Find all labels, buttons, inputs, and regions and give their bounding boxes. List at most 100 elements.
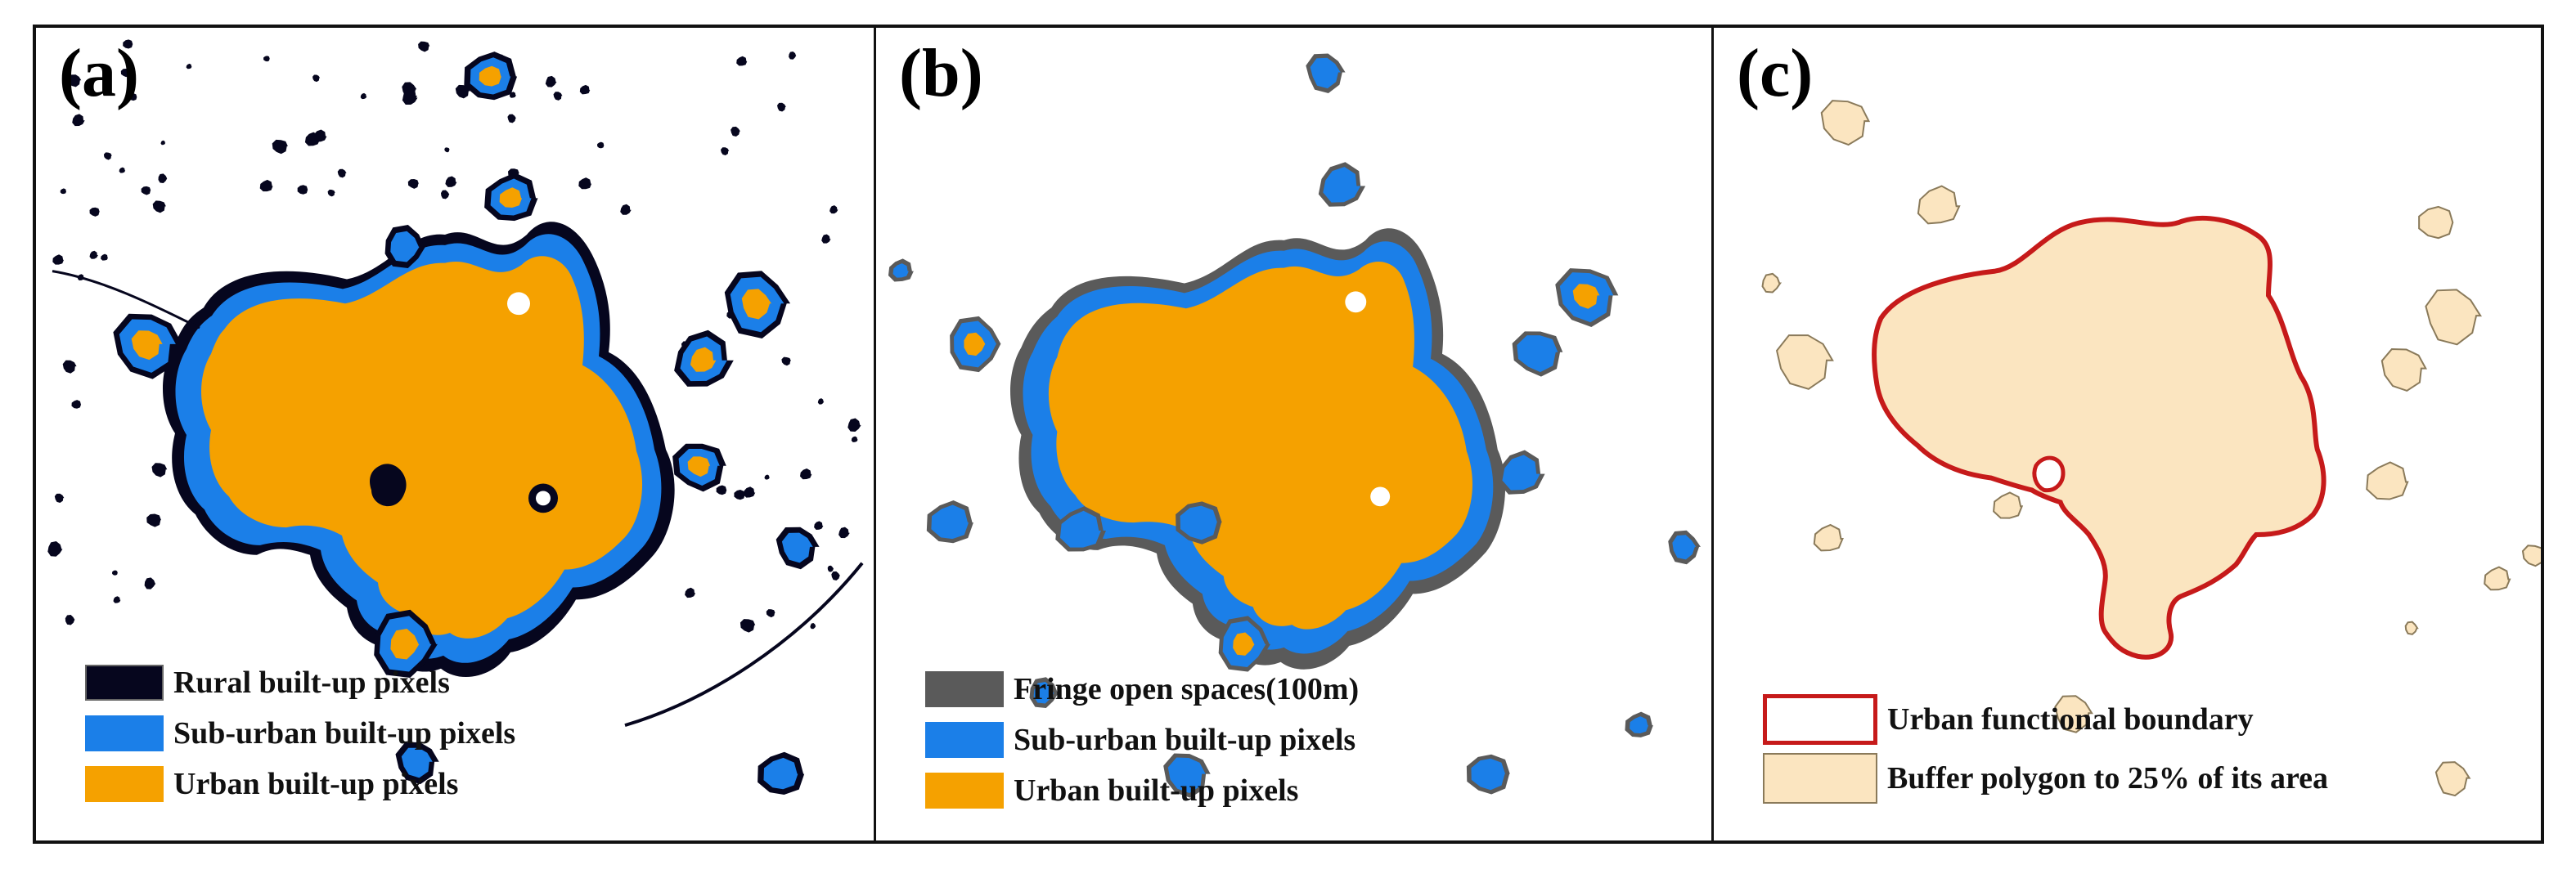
rural-speck (597, 141, 605, 149)
urban-patch (499, 187, 523, 208)
rural-speck (141, 186, 151, 195)
buffer-polygon (2425, 289, 2483, 346)
urban-swatch (925, 773, 1004, 809)
panel-label: (a) (59, 35, 139, 111)
buffer-polygon (1993, 491, 2024, 519)
suburban-patch (1059, 510, 1101, 548)
rural-speck (766, 609, 775, 618)
fringe-patches (888, 53, 1701, 798)
legend-item-suburban: Sub-urban built-up pixels (925, 715, 1359, 765)
buffer-polygon (1761, 272, 1783, 294)
rural-speck (578, 177, 592, 190)
rural-speck (847, 418, 861, 433)
buffer-polygon (2404, 621, 2419, 635)
legend-b: Fringe open spaces(100m) Sub-urban built… (925, 664, 1359, 816)
road-line (52, 270, 200, 329)
buffer-polygon (2418, 205, 2454, 240)
rural-speck (827, 565, 834, 572)
rural-speck (821, 234, 831, 244)
rural-speck (716, 485, 727, 495)
suburban-patch (1310, 57, 1341, 89)
rural-speck (72, 114, 85, 127)
suburban-swatch (925, 722, 1004, 758)
urban-core (1048, 261, 1472, 630)
rural-speck (327, 189, 335, 197)
buffer-polygon (2521, 545, 2541, 567)
rural-speck (740, 619, 756, 633)
urban-patch (741, 289, 771, 320)
rural-speck (360, 92, 367, 100)
rural-speck (402, 88, 417, 102)
map-a (47, 39, 864, 796)
rural-built-up-layer (47, 39, 861, 633)
legend-item-buffer: Buffer polygon to 25% of its area (1763, 749, 2328, 808)
buffer-swatch (1763, 753, 1877, 804)
rural-speck (120, 68, 131, 78)
urban-patch (964, 332, 986, 356)
rural-speck (407, 179, 419, 189)
suburban-patch (390, 231, 420, 262)
rural-speck (263, 56, 270, 62)
legend-label: Urban built-up pixels (1014, 773, 1299, 808)
suburban-patch (1502, 455, 1540, 491)
rural-speck (579, 84, 591, 95)
legend-item-urban: Urban built-up pixels (925, 765, 1359, 816)
legend-item-rural: Rural built-up pixels (85, 657, 515, 708)
rural-speck (731, 126, 740, 137)
buffer-polygon (2484, 566, 2511, 591)
rural-speck (158, 173, 168, 183)
rural-speck (445, 176, 457, 187)
panel-a: (a) Rural built-up pixels Sub-urban buil… (36, 28, 874, 840)
suburban-patch (1180, 505, 1217, 540)
suburban-patch (1672, 535, 1697, 560)
rural-speck (764, 474, 770, 480)
rural-speck (146, 513, 161, 527)
rural-speck (186, 63, 192, 69)
rural-speck (553, 92, 563, 101)
rural-speck (800, 468, 812, 480)
urban-patch (1233, 632, 1255, 656)
urban-patch (687, 456, 711, 477)
rural-speck (259, 179, 273, 192)
suburban-patches (113, 52, 820, 796)
urban-patch (131, 330, 163, 361)
rural-speck (814, 521, 824, 530)
rural-speck (89, 207, 100, 217)
rural-speck (272, 139, 288, 155)
rural-speck (685, 587, 696, 598)
rural-speck (71, 400, 82, 409)
figure-frame: (a) Rural built-up pixels Sub-urban buil… (33, 25, 2544, 844)
legend-label: Urban functional boundary (1887, 702, 2254, 737)
urban-functional-boundary (1872, 215, 2326, 660)
rural-speck (736, 56, 748, 66)
rural-speck (312, 74, 321, 83)
buffer-polygon (2380, 348, 2427, 392)
legend-label: Urban built-up pixels (173, 767, 459, 801)
rural-speck (119, 167, 126, 173)
buffer-polygon (1917, 185, 1961, 225)
suburban-patch (1471, 758, 1506, 791)
rural-speck (789, 51, 797, 60)
rural-speck (304, 132, 321, 146)
panel-b: (b) Fringe open spaces(100m) Sub-urban b… (874, 28, 1711, 840)
rural-speck (89, 250, 98, 259)
legend-item-boundary: Urban functional boundary (1763, 690, 2328, 749)
rural-speck (851, 436, 858, 442)
legend-item-urban: Urban built-up pixels (85, 759, 515, 809)
suburban-patch (1323, 167, 1361, 203)
rural-speck (620, 204, 632, 215)
rural-speck (103, 152, 112, 160)
rural-speck (455, 84, 470, 99)
rural-speck (734, 490, 745, 500)
suburban-patch (1630, 716, 1649, 733)
urban-core (201, 256, 643, 639)
rural-speck (144, 577, 156, 589)
rural-speck (781, 356, 791, 366)
map-c (1761, 100, 2541, 797)
buffer-polygon (1813, 523, 1844, 552)
suburban-patch (763, 757, 798, 790)
rural-speck (160, 140, 166, 146)
buffer-polygon (2366, 461, 2409, 500)
rural-speck (337, 168, 347, 178)
legend-label: Sub-urban built-up pixels (1014, 723, 1356, 757)
